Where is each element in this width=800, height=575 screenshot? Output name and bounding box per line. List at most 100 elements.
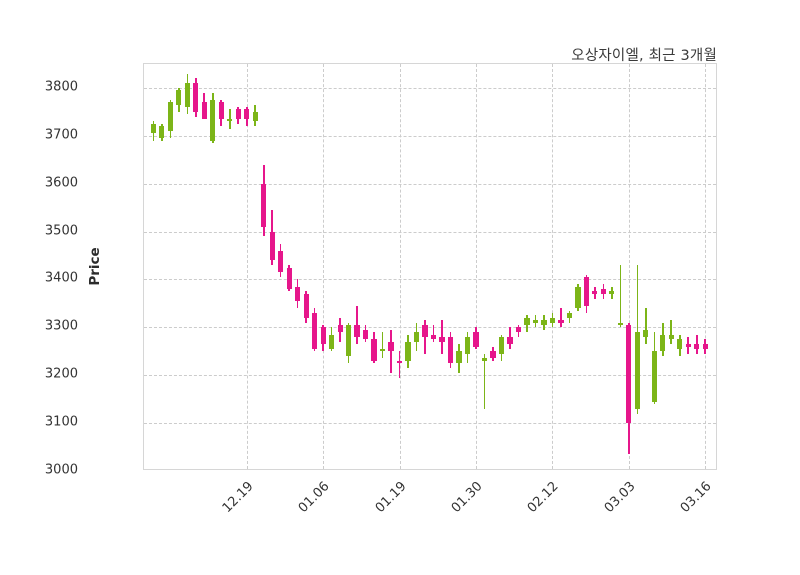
candlestick — [269, 64, 275, 469]
candlestick-body — [354, 324, 360, 337]
x-tick-label-4: 02.12 — [525, 479, 563, 516]
candlestick — [643, 64, 649, 469]
candlestick — [651, 64, 657, 469]
candlestick — [320, 64, 326, 469]
y-tick-label-5: 3500 — [44, 223, 78, 239]
candlestick — [558, 64, 564, 469]
gridline-horizontal — [144, 87, 716, 89]
candlestick — [447, 64, 454, 469]
candlestick-wick — [441, 320, 443, 354]
gridline-vertical — [476, 64, 477, 469]
candlestick-body — [643, 329, 649, 337]
candlestick-body — [498, 336, 505, 354]
candlestick-body — [575, 286, 581, 309]
candlestick-body — [362, 329, 369, 340]
candlestick — [167, 64, 173, 469]
candlestick-body — [312, 312, 318, 349]
candlestick-body — [261, 183, 267, 227]
candlestick — [261, 64, 267, 469]
candlestick-body — [422, 324, 428, 337]
candlestick-body — [600, 289, 606, 294]
y-tick-label-1: 3100 — [44, 414, 78, 430]
x-tick-label-3: 01.30 — [448, 479, 486, 516]
y-tick-label-2: 3200 — [44, 366, 78, 382]
candlestick-body — [702, 344, 708, 349]
candlestick — [583, 64, 589, 469]
candlestick-body — [592, 291, 598, 294]
candlestick-body — [430, 334, 437, 340]
candlestick — [396, 64, 403, 469]
candlestick-body — [609, 291, 615, 294]
candlestick-body — [566, 312, 573, 318]
candlestick-body — [549, 317, 556, 323]
y-tick-mark — [143, 232, 144, 233]
gridline-horizontal — [144, 423, 716, 425]
candlestick — [150, 64, 156, 469]
gridline-horizontal — [144, 183, 716, 185]
candlestick-body — [507, 336, 513, 345]
candlestick — [405, 64, 411, 469]
gridline-horizontal — [144, 327, 716, 329]
candlestick-body — [346, 324, 352, 357]
candlestick-body — [371, 339, 377, 361]
y-tick-mark — [143, 327, 144, 328]
candlestick — [286, 64, 292, 469]
candlestick — [235, 64, 241, 469]
gridline-vertical — [628, 64, 630, 469]
candlestick — [193, 64, 199, 469]
candlestick-body — [320, 327, 326, 345]
candlestick-body — [210, 99, 216, 141]
candlestick — [677, 64, 683, 469]
candlestick — [218, 64, 224, 469]
y-tick-mark — [143, 375, 144, 376]
candlestick — [702, 64, 708, 469]
candlestick — [388, 64, 394, 469]
candlestick-body — [379, 348, 386, 352]
candlestick-body — [413, 332, 420, 342]
candlestick — [490, 64, 496, 469]
candlestick — [609, 64, 615, 469]
candlestick-body — [286, 267, 292, 290]
y-tick-mark — [143, 88, 144, 89]
candlestick-body — [396, 360, 403, 364]
candlestick-wick — [695, 334, 698, 354]
candlestick-wick — [356, 305, 358, 345]
candlestick — [422, 64, 428, 469]
candlestick-body — [668, 334, 674, 340]
candlestick — [371, 64, 377, 469]
candlestick-body — [252, 111, 258, 122]
candlestick-body — [685, 344, 691, 347]
candlestick-body — [150, 123, 156, 134]
candlestick — [464, 64, 471, 469]
candlestick — [159, 64, 165, 469]
candlestick-body — [176, 90, 182, 105]
candlestick-body — [473, 332, 479, 347]
candlestick — [515, 64, 522, 469]
candlestick — [303, 64, 309, 469]
candlestick — [575, 64, 581, 469]
candlestick-wick — [381, 332, 384, 359]
y-tick-mark — [143, 136, 144, 137]
candlestick-wick — [645, 308, 647, 345]
candlestick-body — [524, 317, 530, 325]
candlestick — [694, 64, 700, 469]
candlestick-wick — [560, 308, 562, 328]
candlestick-body — [295, 286, 301, 301]
candlestick — [362, 64, 369, 469]
candlestick-body — [634, 332, 640, 409]
candlestick — [184, 64, 190, 469]
candlestick — [312, 64, 318, 469]
candlestick — [617, 64, 623, 469]
gridline-vertical — [552, 64, 554, 469]
candlestick-body — [167, 102, 173, 132]
x-tick-mark — [400, 469, 401, 470]
candlestick-body — [558, 320, 564, 323]
y-tick-label-8: 3800 — [44, 79, 78, 95]
candlestick-body — [201, 102, 207, 120]
candlestick-body — [694, 344, 700, 349]
candlestick — [498, 64, 505, 469]
x-tick-mark — [247, 469, 248, 470]
y-axis-label: Price — [87, 247, 103, 286]
candlestick-body — [583, 277, 589, 306]
